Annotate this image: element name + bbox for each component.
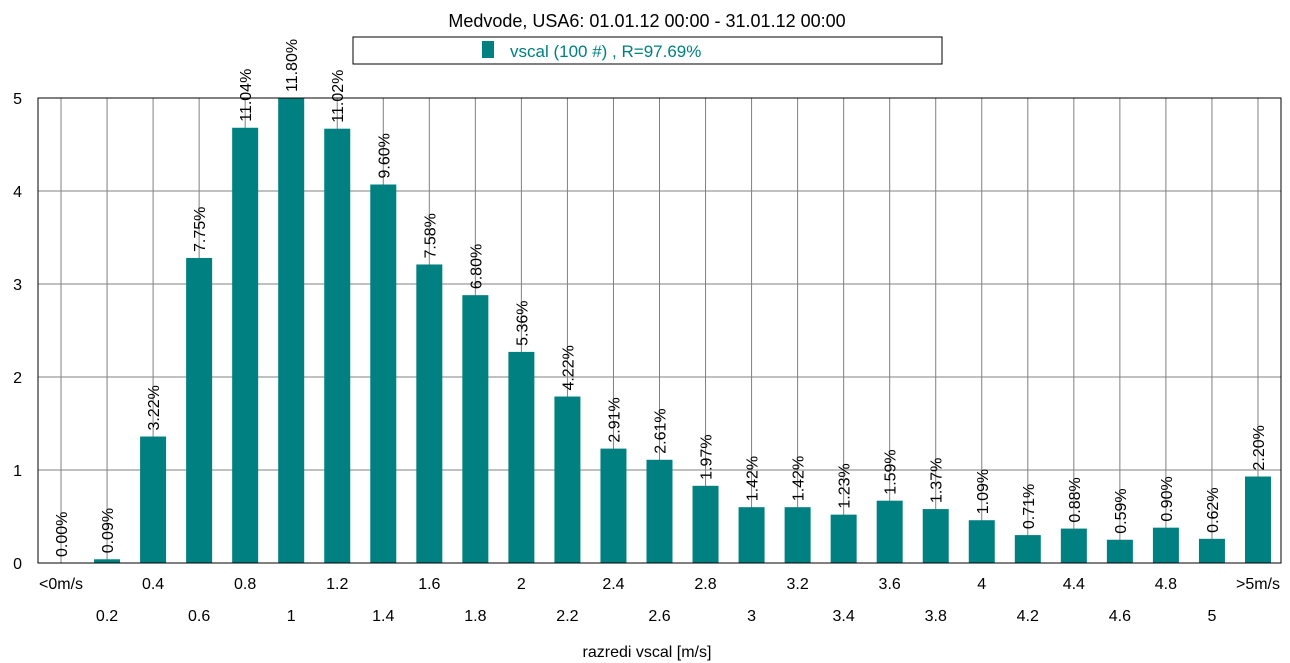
data-label: 2.61% xyxy=(653,408,670,453)
x-tick-label: 0.6 xyxy=(188,608,210,625)
data-label: 11.80% xyxy=(284,39,301,92)
bar xyxy=(922,509,949,563)
x-tick-label: 2.8 xyxy=(694,576,716,593)
data-label: 1.09% xyxy=(975,469,992,514)
data-label: 2.20% xyxy=(1251,425,1268,470)
bar xyxy=(324,128,351,563)
y-tick-label: 2 xyxy=(13,370,22,387)
data-label: 2.91% xyxy=(606,397,623,442)
bar xyxy=(186,257,213,563)
y-axis-ticks: 0 1 2 3 4 5 xyxy=(13,91,22,573)
y-tick-label: 3 xyxy=(13,277,22,294)
x-tick-label: 4.6 xyxy=(1109,608,1131,625)
bar xyxy=(554,396,581,563)
data-label: 0.71% xyxy=(1021,484,1038,529)
bar xyxy=(278,98,305,563)
x-tick-label: 1.2 xyxy=(326,576,348,593)
bar xyxy=(1106,539,1133,563)
x-tick-label: 1 xyxy=(287,608,296,625)
data-label: 0.59% xyxy=(1113,488,1130,533)
bar xyxy=(416,264,443,563)
x-tick-label: <0m/s xyxy=(39,576,83,593)
bar xyxy=(462,295,489,563)
bar xyxy=(232,127,259,563)
y-tick-label: 5 xyxy=(13,91,22,108)
bar xyxy=(1014,535,1041,563)
y-tick-label: 0 xyxy=(13,556,22,573)
x-tick-label: 4.2 xyxy=(1017,608,1039,625)
x-tick-label: 4.4 xyxy=(1063,576,1085,593)
data-label: 1.97% xyxy=(699,434,716,479)
x-tick-label: 1.4 xyxy=(372,608,394,625)
bar xyxy=(370,184,397,564)
bar xyxy=(692,485,719,563)
plot-frame xyxy=(37,97,1282,564)
data-label: 1.37% xyxy=(929,458,946,503)
bar xyxy=(784,507,811,563)
x-tick-label: 0.2 xyxy=(96,608,118,625)
x-tick-label: 5 xyxy=(1207,608,1216,625)
x-tick-label: 4.8 xyxy=(1155,576,1177,593)
chart-title: Medvode, USA6: 01.01.12 00:00 - 31.01.12… xyxy=(448,11,845,31)
x-axis-ticks: <0m/s 0.2 0.4 0.6 0.8 1 1.2 1.4 1.6 1.8 2 2.2 2.4 2.6… xyxy=(39,576,1280,625)
data-label: 0.00% xyxy=(54,512,71,557)
x-tick-label: 2.4 xyxy=(602,576,624,593)
y-tick-label: 4 xyxy=(13,184,22,201)
data-label: 1.23% xyxy=(837,463,854,508)
bar xyxy=(830,514,857,563)
data-label: 1.59% xyxy=(883,449,900,494)
x-tick-label: 2.2 xyxy=(556,608,578,625)
data-label: 3.22% xyxy=(146,385,163,430)
x-tick-label: 0.8 xyxy=(234,576,256,593)
legend: vscal (100 #) , R=97.69% xyxy=(352,36,943,65)
bars xyxy=(94,98,1271,564)
legend-swatch xyxy=(482,41,494,58)
x-tick-label: 2 xyxy=(517,576,526,593)
x-tick-label: 3 xyxy=(747,608,756,625)
data-label: 7.58% xyxy=(422,213,439,258)
x-tick-label: 2.6 xyxy=(648,608,670,625)
data-label: 9.60% xyxy=(376,133,393,178)
x-tick-label: 1.6 xyxy=(418,576,440,593)
data-label: 7.75% xyxy=(192,207,209,252)
bar xyxy=(94,559,121,563)
data-labels: 0.00% 0.09% 3.22% 7.75% 11.04% 11.80% 11.02% 9.… xyxy=(54,39,1268,557)
bar xyxy=(1244,476,1271,563)
x-tick-label: 0.4 xyxy=(142,576,164,593)
x-tick-label: 3.6 xyxy=(879,576,901,593)
data-label: 0.88% xyxy=(1067,477,1084,522)
bar xyxy=(140,436,167,563)
data-label: 5.36% xyxy=(514,301,531,346)
bar xyxy=(968,520,995,563)
data-label: 0.09% xyxy=(100,508,117,553)
data-label: 4.22% xyxy=(560,345,577,390)
data-label: 6.80% xyxy=(468,244,485,289)
x-tick-label: >5m/s xyxy=(1236,576,1280,593)
y-tick-label: 1 xyxy=(13,463,22,480)
data-label: 0.62% xyxy=(1205,487,1222,532)
bar xyxy=(646,459,673,563)
x-tick-label: 3.4 xyxy=(833,608,855,625)
data-label: 11.02% xyxy=(330,70,347,123)
data-label: 11.04% xyxy=(238,69,255,122)
bar xyxy=(600,448,627,563)
bar xyxy=(1152,527,1179,563)
x-tick-label: 3.8 xyxy=(925,608,947,625)
data-label: 1.42% xyxy=(791,456,808,501)
bar xyxy=(738,507,765,563)
x-axis-label: razredi vscal [m/s] xyxy=(583,644,712,661)
bar xyxy=(508,351,535,563)
bar xyxy=(1198,538,1225,563)
bar xyxy=(876,500,903,563)
x-tick-label: 4 xyxy=(977,576,986,593)
x-tick-label: 1.8 xyxy=(464,608,486,625)
x-tick-label: 3.2 xyxy=(786,576,808,593)
bar xyxy=(1060,528,1087,563)
data-label: 0.90% xyxy=(1159,476,1176,521)
legend-entry: vscal (100 #) , R=97.69% xyxy=(510,42,701,61)
data-label: 1.42% xyxy=(745,456,762,501)
legend-box xyxy=(352,36,943,65)
